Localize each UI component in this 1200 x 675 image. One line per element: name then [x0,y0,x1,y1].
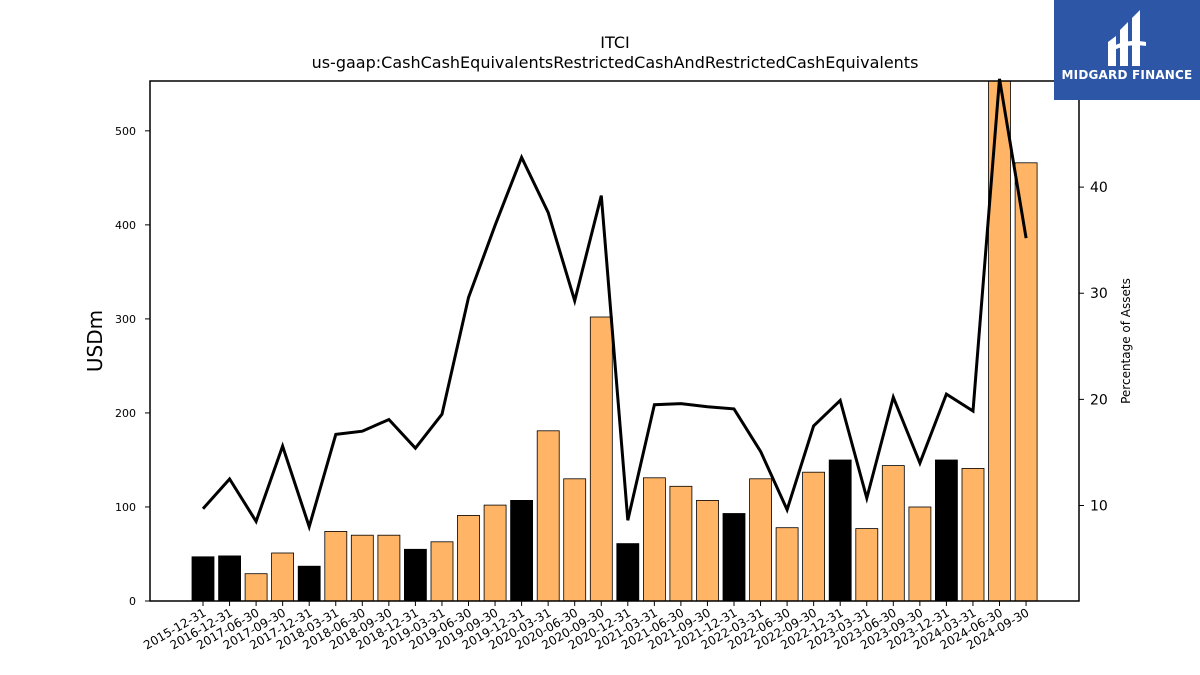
y-tick-label: 300 [115,313,136,326]
bar [377,534,401,602]
bar [961,467,985,602]
plot-frame [149,80,1080,602]
bar [297,565,321,602]
chart-title: ITCI [600,33,629,52]
y-tick-label: 0 [129,595,136,608]
bar [350,534,374,602]
bar [828,459,852,602]
bar [589,316,613,602]
brand-name: MIDGARD FINANCE [1061,68,1193,82]
bar [935,459,958,602]
y-tick-label: 500 [115,125,136,138]
bar [722,513,746,602]
bar [616,543,640,602]
y-right-tick-label: 10 [1090,498,1108,514]
y-right-tick-label: 30 [1090,286,1108,302]
bar [775,527,799,602]
bar [881,465,905,602]
bar [563,478,587,602]
bar [324,531,348,602]
y-axis-right-label: Percentage of Assets [1119,278,1133,404]
bar [403,548,427,602]
bar [430,541,454,602]
bar [536,430,560,602]
midgard-logo-icon [1108,10,1146,66]
bar [908,506,932,602]
y-right-tick-label: 20 [1090,392,1108,408]
bar [1014,162,1038,602]
bar [271,552,295,602]
bar [696,499,719,602]
bar [191,556,215,602]
percentage-line-series [201,78,1028,532]
axes: 0100200300400500102030402015-12-312016-1… [115,125,1108,653]
bar [802,471,825,602]
y-tick-label: 200 [115,407,136,420]
bar [643,477,666,602]
y-tick-label: 400 [115,219,136,232]
bar [457,515,480,602]
percentage-line [201,78,1028,532]
bar [483,504,507,602]
bar [218,555,242,602]
chart-subtitle: us-gaap:CashCashEquivalentsRestrictedCas… [312,53,919,72]
bar-series [191,80,1038,602]
y-right-tick-label: 40 [1090,180,1108,196]
y-axis-label: USDm [83,310,107,372]
bar [855,528,879,602]
brand-logo: MIDGARD FINANCE [1054,0,1200,100]
bar [244,573,268,602]
bar [669,485,693,602]
y-tick-label: 100 [115,501,136,514]
bar [510,499,534,602]
bar [749,478,772,602]
